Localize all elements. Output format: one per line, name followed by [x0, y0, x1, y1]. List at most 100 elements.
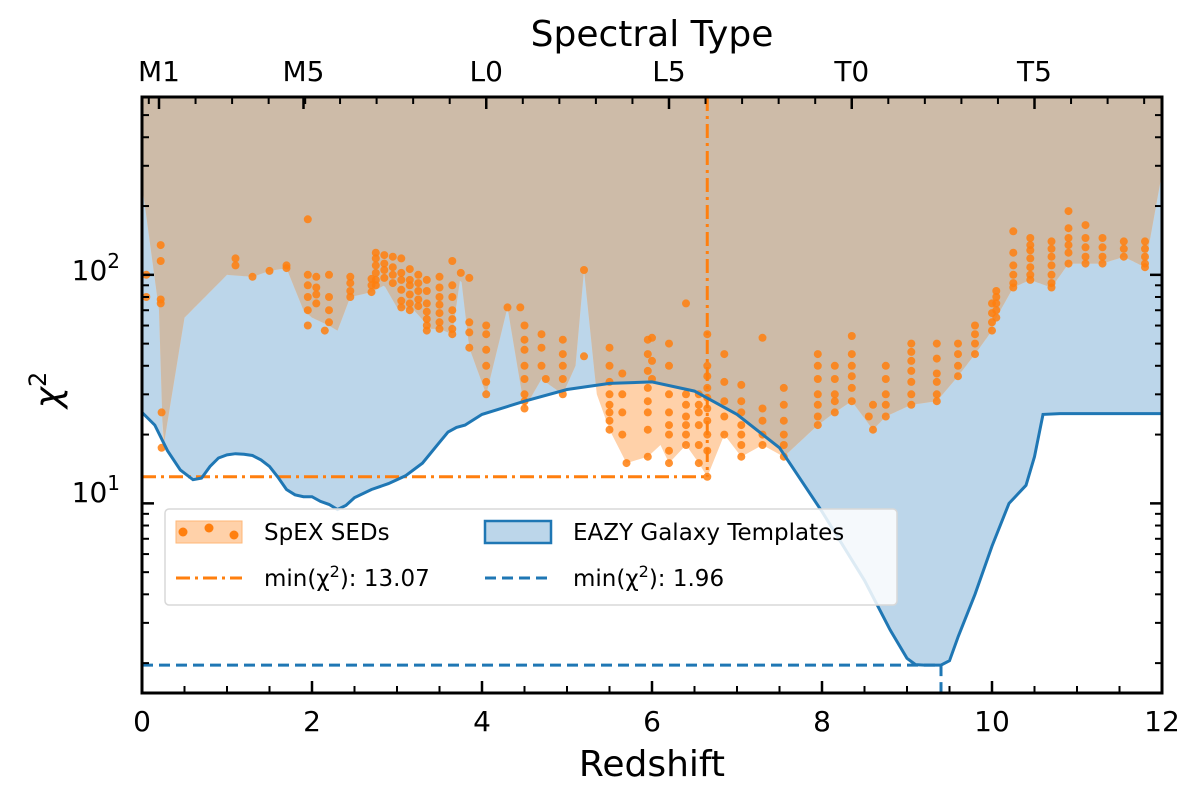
spex-point	[971, 350, 979, 359]
spectral-type-tick-label: T0	[833, 55, 869, 88]
spex-point	[371, 261, 380, 270]
spex-point	[881, 400, 890, 409]
spex-point	[720, 397, 729, 406]
spex-point	[482, 390, 491, 399]
spex-point	[422, 299, 431, 308]
spex-point	[694, 408, 703, 417]
spex-point	[954, 372, 962, 381]
spex-point	[346, 272, 355, 281]
spex-point	[932, 377, 941, 386]
spex-point	[643, 425, 652, 434]
spex-point	[448, 306, 457, 315]
spex-point	[465, 328, 474, 337]
spex-point	[448, 330, 457, 339]
spex-point	[813, 412, 822, 421]
spex-point	[907, 339, 916, 348]
spectral-type-tick-label: M1	[138, 55, 180, 88]
spex-point	[720, 412, 729, 421]
spex-point	[397, 303, 406, 312]
spex-point	[1026, 234, 1035, 242]
spex-point	[580, 352, 588, 361]
spex-point	[1081, 259, 1090, 268]
spex-point	[703, 361, 712, 370]
plot-area	[142, 97, 1162, 667]
spex-point	[830, 375, 839, 383]
spex-point	[682, 390, 690, 399]
spex-point	[758, 416, 767, 425]
spex-point	[648, 356, 656, 365]
spex-point	[448, 293, 457, 301]
spex-point	[405, 290, 414, 299]
spex-point	[537, 330, 546, 339]
spectral-type-tick-label: M5	[283, 55, 325, 88]
spex-point	[932, 354, 941, 363]
spex-point	[1119, 237, 1128, 246]
spex-point	[303, 281, 312, 290]
spex-point	[665, 421, 673, 430]
spex-point	[779, 441, 788, 449]
spex-point	[435, 283, 444, 292]
spex-point	[537, 361, 546, 370]
spex-point	[703, 404, 712, 413]
x-tick-label: 10	[974, 705, 1010, 738]
spex-point	[847, 350, 856, 359]
spex-point	[422, 307, 431, 316]
spex-point	[648, 333, 656, 342]
spex-point	[1119, 252, 1128, 261]
y-tick-label-10: 101	[72, 471, 120, 509]
spex-point	[694, 421, 703, 430]
spex-point	[1064, 259, 1073, 268]
spex-point	[422, 315, 431, 324]
spex-point	[605, 400, 614, 409]
spex-point	[371, 268, 380, 277]
spex-point	[157, 408, 166, 417]
spex-point	[830, 390, 839, 399]
spex-point	[435, 324, 444, 333]
spex-point	[682, 299, 690, 308]
spex-point	[665, 459, 673, 468]
legend-label-eazy: EAZY Galaxy Templates	[573, 520, 844, 546]
spex-point	[622, 459, 631, 468]
spex-point	[482, 377, 491, 386]
spex-point	[758, 441, 767, 449]
spex-point	[303, 321, 312, 330]
spex-point	[1047, 283, 1056, 292]
spex-point	[1064, 248, 1073, 257]
x-tick-label: 4	[473, 705, 491, 738]
spex-point	[1009, 248, 1018, 257]
x-axis-label: Redshift	[579, 744, 725, 785]
spex-point	[1064, 207, 1073, 216]
spex-point	[465, 343, 474, 352]
y-axis-label: χ2	[24, 372, 69, 411]
spex-point	[1026, 246, 1035, 255]
spex-point	[541, 375, 550, 383]
spex-point	[605, 425, 614, 434]
spex-point	[932, 397, 941, 406]
spex-point	[325, 293, 333, 301]
spex-point	[520, 335, 529, 344]
spex-point	[813, 421, 822, 430]
spex-point	[830, 361, 839, 370]
spex-point	[325, 306, 333, 315]
spex-point	[537, 343, 546, 352]
spex-point	[779, 400, 788, 409]
spex-point	[465, 273, 474, 282]
spex-point	[1141, 252, 1149, 261]
x-tick-labels: 0 2 4 6 8 10 12	[133, 705, 1180, 738]
spex-point	[605, 361, 614, 370]
spex-point	[414, 279, 423, 288]
spex-point	[703, 416, 712, 425]
spex-point	[1081, 234, 1090, 242]
legend-label-eazy-min: min(χ2): 1.96	[573, 562, 724, 592]
legend-swatch-spex	[175, 520, 243, 544]
spex-point	[346, 287, 355, 295]
spex-point	[414, 295, 423, 304]
spex-point	[605, 416, 614, 425]
spex-point	[779, 416, 788, 425]
spex-point	[737, 452, 746, 461]
spex-point	[992, 287, 1001, 295]
spex-point	[618, 408, 627, 417]
spex-point	[1141, 244, 1149, 253]
spex-point	[881, 361, 890, 370]
spex-point	[694, 400, 703, 409]
